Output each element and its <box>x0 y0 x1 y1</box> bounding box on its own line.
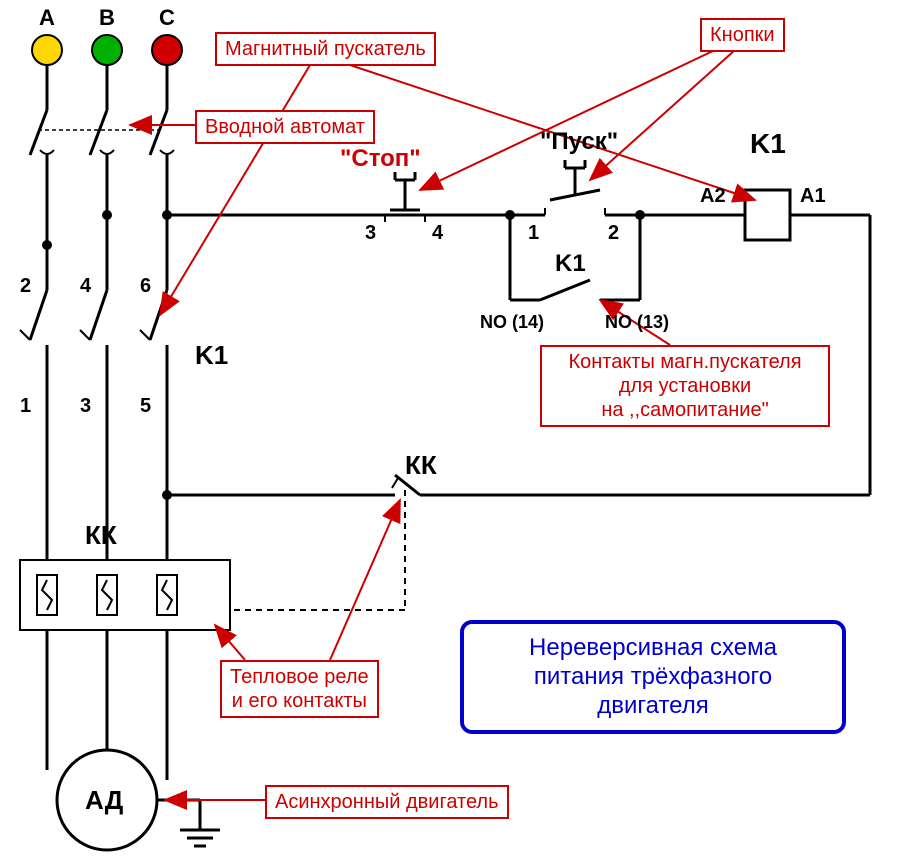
term-4: 4 <box>80 275 91 298</box>
start-button <box>535 160 620 215</box>
input-breaker-annotation: Вводной автомат <box>195 110 375 144</box>
k1-main-label: K1 <box>195 340 228 371</box>
kk-nc-contact <box>165 475 435 495</box>
start-label: "Пуск" <box>540 128 618 156</box>
term-1: 1 <box>20 395 31 418</box>
phase-b-indicator <box>92 35 122 65</box>
k1-coil <box>745 190 790 240</box>
terminal-2: 2 <box>608 222 619 245</box>
k1-aux-label: K1 <box>555 250 586 278</box>
phase-c-indicator <box>152 35 182 65</box>
terminal-4: 4 <box>432 222 443 245</box>
a1-label: A1 <box>800 185 826 208</box>
buttons-annotation: Кнопки <box>700 18 785 52</box>
thermal-relay <box>20 560 230 630</box>
term-6: 6 <box>140 275 151 298</box>
kk-label: КК <box>405 450 437 481</box>
magnetic-starter-annotation: Магнитный пускатель <box>215 32 436 66</box>
terminal-3: 3 <box>365 222 376 245</box>
async-motor-annotation: Асинхронный двигатель <box>265 785 509 819</box>
stop-label: "Стоп" <box>340 145 421 173</box>
annotation-arrow <box>330 500 400 660</box>
title-annotation: Нереверсивная схема питания трёхфазного … <box>460 620 846 734</box>
phase-a-label: A <box>39 5 55 31</box>
terminal-1: 1 <box>528 222 539 245</box>
no13-label: NO (13) <box>605 312 669 333</box>
a2-label: A2 <box>700 185 726 208</box>
annotation-arrow <box>160 65 310 315</box>
no14-label: NO (14) <box>480 312 544 333</box>
term-5: 5 <box>140 395 151 418</box>
annotation-arrow <box>590 50 735 180</box>
thermal-relay-annotation: Тепловое реле и его контакты <box>220 660 379 718</box>
kk2-label: КК <box>85 520 117 551</box>
input-breaker <box>30 110 174 155</box>
phase-a-indicator <box>32 35 62 65</box>
k1-coil-label: K1 <box>750 128 786 160</box>
phase-c-label: C <box>159 5 175 31</box>
term-3: 3 <box>80 395 91 418</box>
motor-label: АД <box>85 785 123 816</box>
self-hold-annotation: Контакты магн.пускателя для установки на… <box>540 345 830 427</box>
term-2: 2 <box>20 275 31 298</box>
phase-b-label: B <box>99 5 115 31</box>
stop-button <box>375 172 430 222</box>
